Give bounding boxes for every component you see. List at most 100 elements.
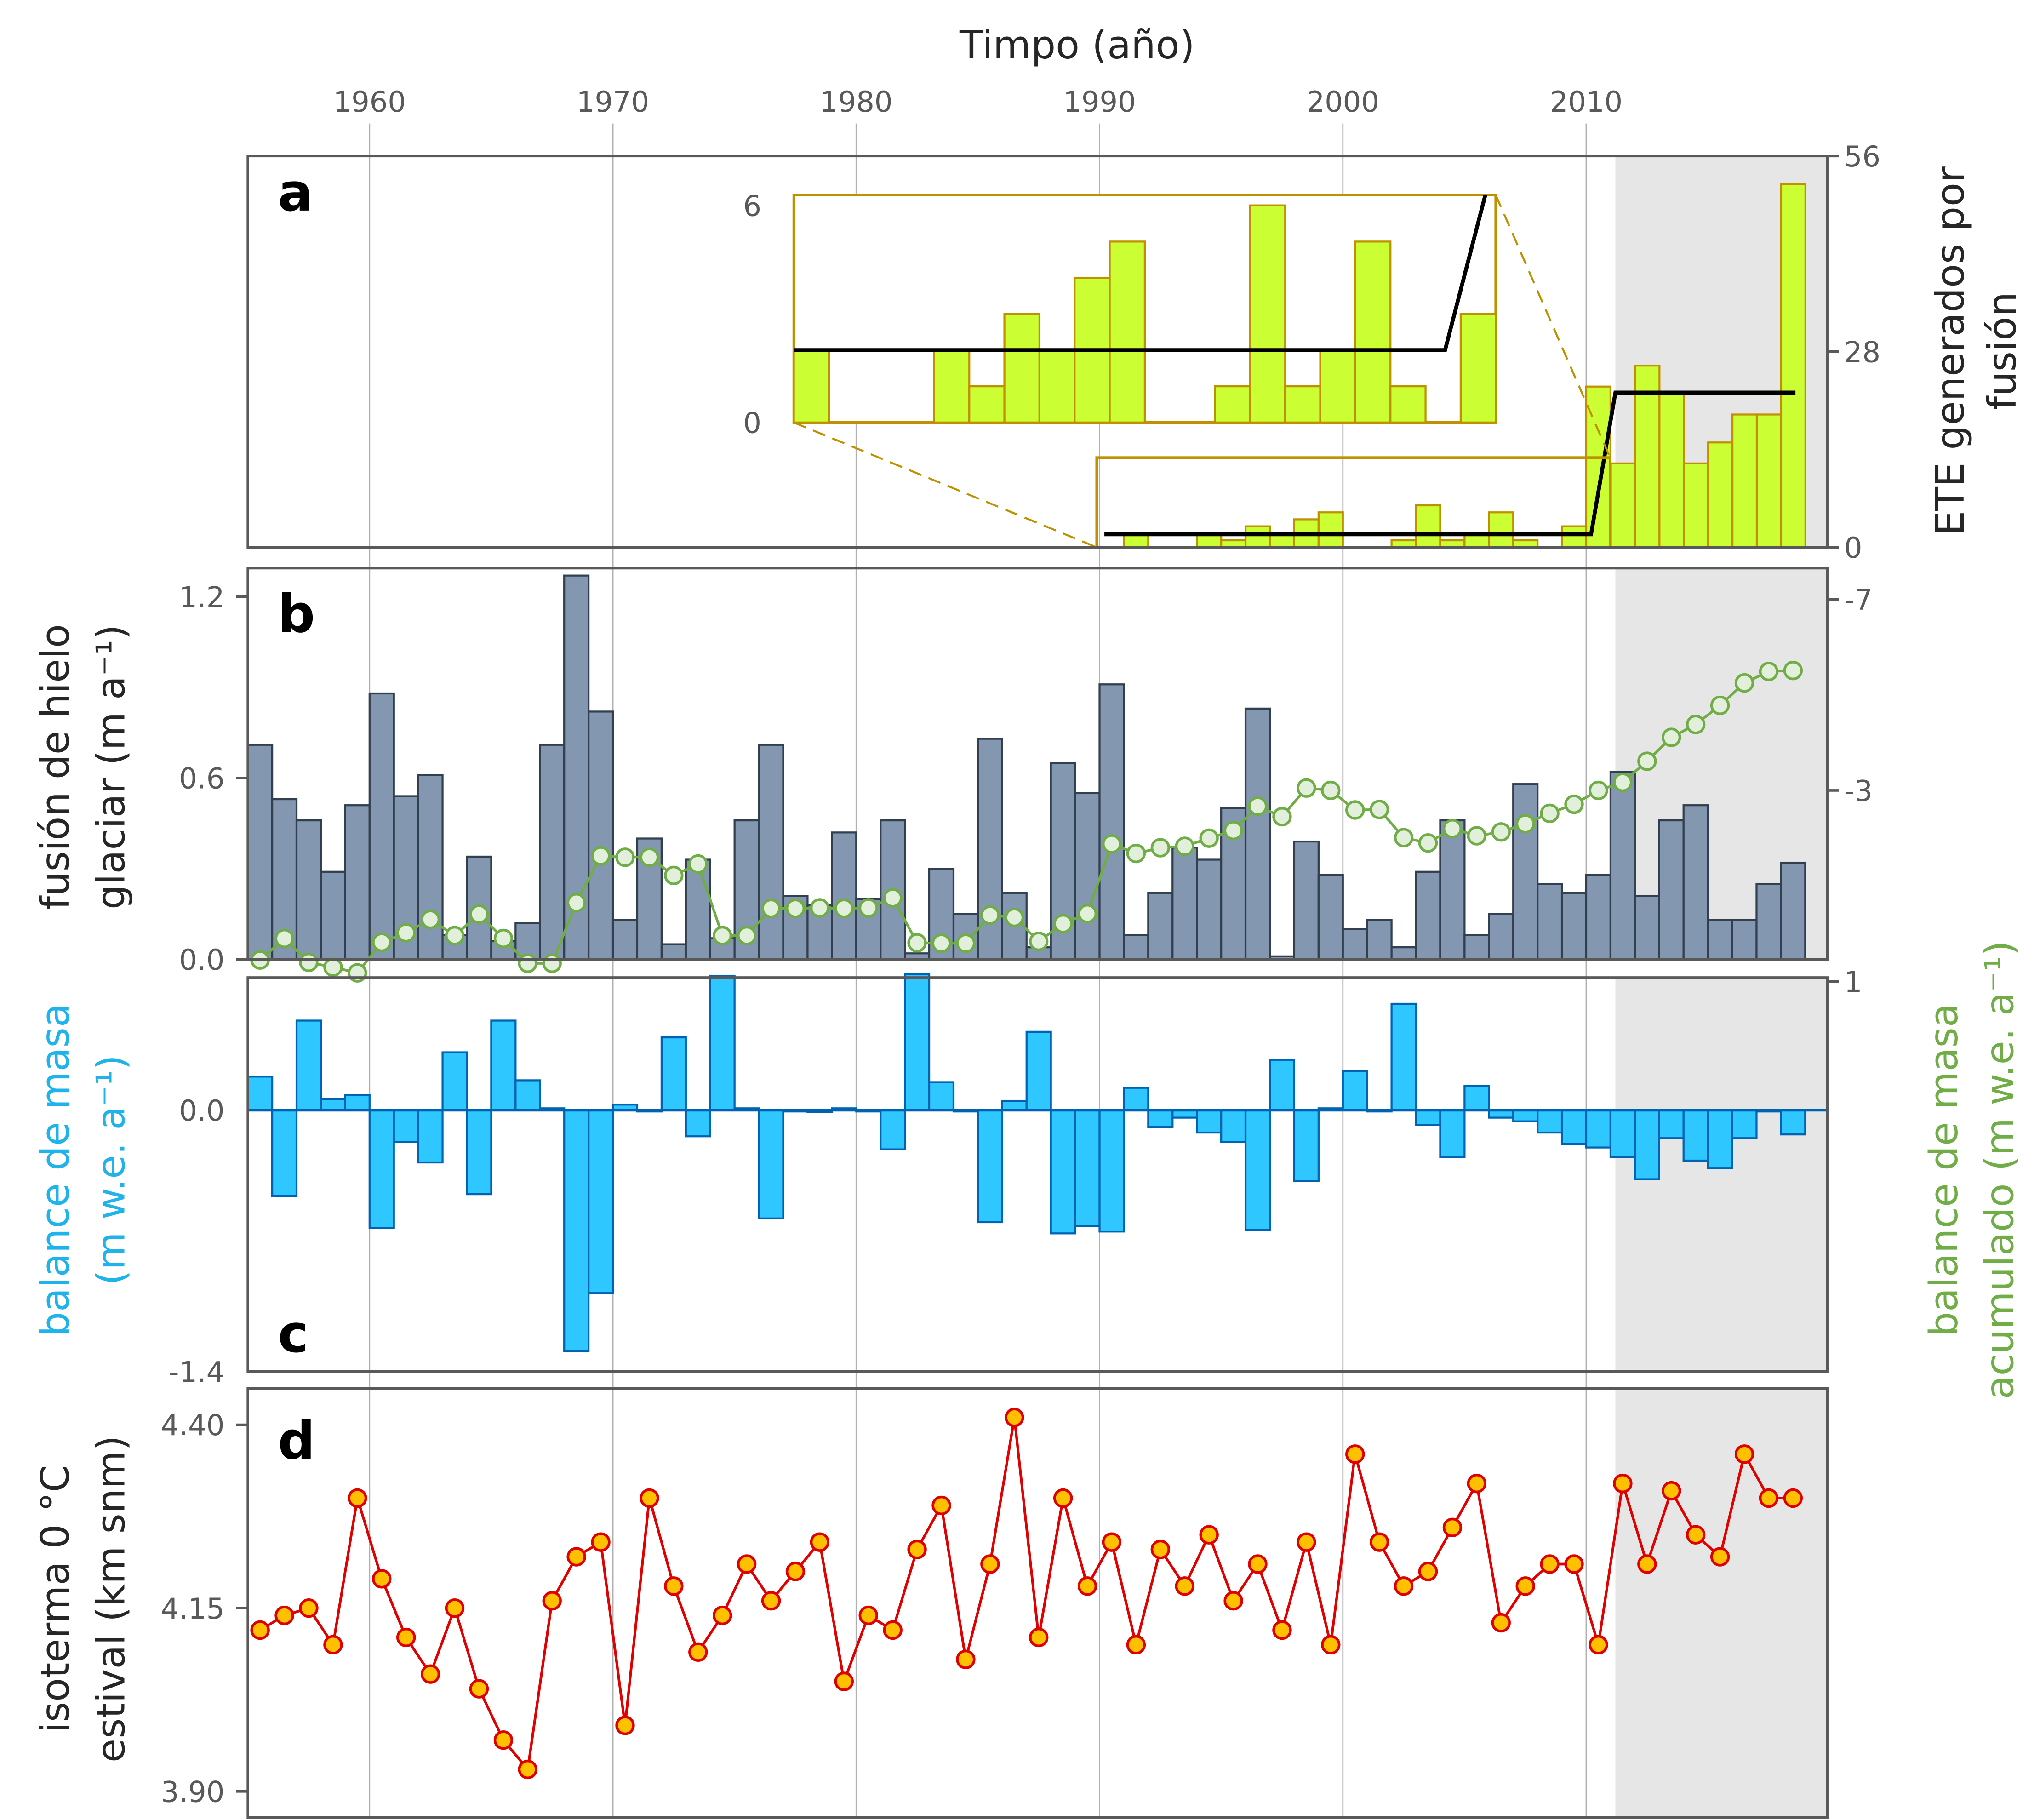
y-axis-title-a-2: fusión — [1980, 292, 2025, 410]
isotherm-point — [1029, 1627, 1049, 1648]
ice-melt-bar — [1609, 771, 1636, 961]
cumulative-point — [1053, 914, 1073, 933]
cumulative-point — [1345, 800, 1365, 820]
cumulative-point — [445, 926, 465, 945]
mass-balance-bar — [904, 973, 931, 1111]
ice-melt-bar — [1585, 874, 1612, 961]
isotherm-point — [980, 1554, 1000, 1574]
x-tick-label: 1960 — [333, 85, 406, 119]
ice-melt-bar — [611, 919, 639, 961]
inset-bar — [1284, 385, 1321, 424]
isotherm-point — [664, 1576, 684, 1596]
y-tick-label: 0.6 — [179, 762, 224, 796]
ice-melt-bar — [320, 870, 346, 961]
ice-melt-bar — [1317, 874, 1344, 961]
mass-balance-bar — [1512, 1109, 1539, 1122]
mass-balance-bar — [1001, 1099, 1028, 1111]
isotherm-point — [348, 1488, 367, 1508]
isotherm-point — [785, 1562, 806, 1581]
isotherm-point — [1199, 1525, 1219, 1545]
ice-melt-bar — [1463, 934, 1490, 961]
isotherm-point — [372, 1569, 392, 1589]
inset-y-tick-label: 6 — [743, 189, 761, 223]
mass-balance-bar — [417, 1109, 444, 1164]
left-y-tick-label: -1.4 — [169, 1355, 224, 1389]
ice-melt-bar — [1171, 847, 1198, 961]
panel-frame-c — [246, 976, 1829, 1373]
isotherm-point — [1394, 1576, 1414, 1596]
ice-melt-bar — [295, 819, 322, 961]
mass-balance-bar — [247, 1076, 274, 1111]
isotherm-point — [640, 1488, 659, 1508]
panel-frames — [246, 155, 1829, 1819]
isotherm-point — [1515, 1576, 1535, 1596]
mass-balance-bar — [977, 1109, 1003, 1224]
right-y-tick-label: 28 — [1844, 335, 1880, 369]
mass-balance-bar — [587, 1109, 614, 1294]
inset-bar — [1459, 313, 1497, 424]
inset-step-line — [794, 195, 1487, 352]
ete-bar — [1683, 462, 1709, 549]
inset-y-tick-label: 0 — [743, 406, 761, 440]
panel-frame-b — [246, 567, 1829, 961]
cumulative-point — [640, 847, 659, 867]
cumulative-point — [1223, 820, 1243, 841]
shaded-period-d — [1615, 1388, 1828, 1818]
cumulative-point — [518, 953, 538, 973]
cumulative-point — [396, 923, 416, 943]
isotherm-point — [591, 1532, 611, 1552]
ete-bar — [1755, 413, 1783, 549]
isotherm-point — [566, 1547, 586, 1567]
y-axis-title-b: fusión de hielo — [33, 624, 78, 910]
mass-balance-bar — [1537, 1109, 1563, 1134]
isotherm-point — [542, 1591, 562, 1611]
panel-frame-d — [246, 1387, 1829, 1819]
isotherm-point — [445, 1598, 465, 1618]
x-axis-title: Timpo (año) — [959, 23, 1195, 68]
cumulative-point — [1394, 828, 1414, 847]
isotherm-point — [1223, 1591, 1243, 1611]
cumulative-point — [1321, 780, 1341, 801]
cumulative-point — [1491, 822, 1511, 842]
cumulative-point — [1734, 673, 1754, 693]
y-axis-title-b-2: glaciar (m a⁻¹) — [89, 624, 134, 910]
mass-balance-bar — [1220, 1109, 1247, 1143]
mass-balance-bar — [709, 974, 736, 1111]
mass-balance-bar — [1609, 1109, 1636, 1158]
panel-label-b: b — [278, 584, 315, 644]
isotherm-point — [1272, 1620, 1292, 1640]
cumulative-point — [1589, 780, 1608, 801]
cumulative-point — [1418, 833, 1438, 853]
ice-melt-bar — [1682, 804, 1709, 961]
mass-balance-bar — [1439, 1109, 1466, 1158]
cumulative-point — [1540, 803, 1560, 823]
y-axis-title-d-2: estival (km snm) — [89, 1436, 134, 1763]
isotherm-point — [956, 1649, 976, 1669]
cumulative-point — [1662, 727, 1681, 747]
isotherm-point — [420, 1664, 440, 1684]
x-tick-label: 1970 — [577, 85, 649, 119]
mass-balance-bar — [466, 1109, 492, 1196]
cumulative-point — [1564, 794, 1584, 814]
mass-balance-bar — [1147, 1109, 1174, 1128]
ice-melt-bar — [1366, 919, 1393, 961]
cumulative-point — [1005, 908, 1024, 927]
mass-balance-bar — [1342, 1070, 1368, 1111]
mass-balance-bar — [393, 1109, 419, 1143]
cumulative-point — [1077, 904, 1097, 924]
isotherm-point — [1686, 1525, 1706, 1545]
cumulative-point — [542, 953, 562, 973]
isotherm-point — [907, 1540, 927, 1559]
cumulative-point — [1102, 834, 1122, 854]
ete-bar — [1488, 511, 1514, 549]
mass-balance-bar — [368, 1109, 395, 1229]
ice-melt-bar — [1098, 683, 1125, 961]
mass-balance-bar — [1780, 1109, 1806, 1136]
ice-melt-bar — [1293, 840, 1320, 961]
left-y-tick-label: 0.0 — [179, 1094, 224, 1127]
cumulative-point — [1199, 828, 1219, 848]
cumulative-point — [591, 846, 611, 866]
cumulative-point — [858, 898, 878, 918]
ice-melt-bar — [1731, 919, 1758, 961]
isotherm-point — [1662, 1481, 1681, 1501]
